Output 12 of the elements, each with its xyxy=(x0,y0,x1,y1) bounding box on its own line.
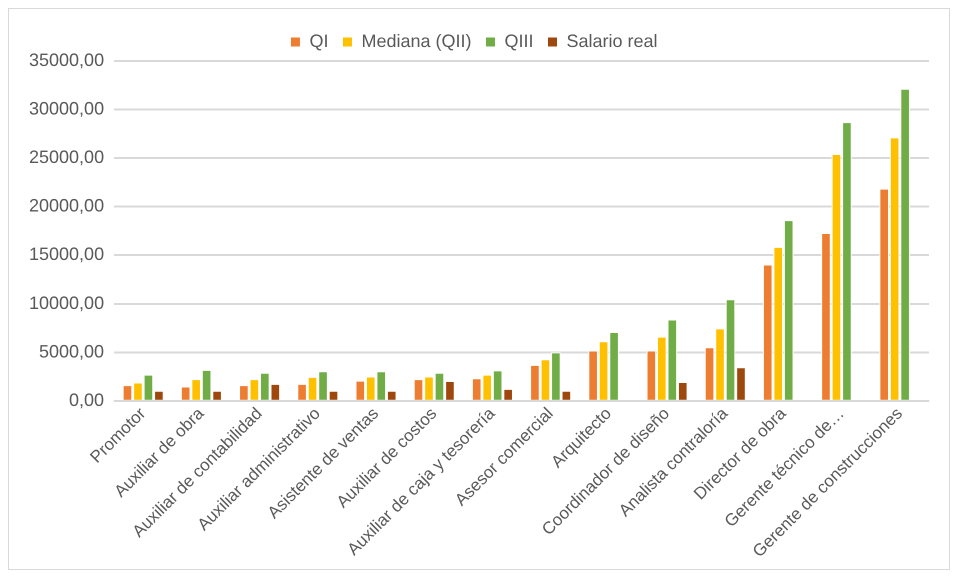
y-tick-label: 35000,00 xyxy=(29,50,104,70)
y-tick-label: 10000,00 xyxy=(29,292,104,313)
legend-label: Salario real xyxy=(566,30,658,51)
legend-label: QIII xyxy=(504,30,534,51)
legend-label: Mediana (QII) xyxy=(361,30,472,51)
y-tick-label: 30000,00 xyxy=(29,98,104,119)
y-tick-label: 15000,00 xyxy=(29,244,104,264)
y-tick-label: 25000,00 xyxy=(29,147,104,168)
legend-label: QI xyxy=(309,30,328,51)
y-tick-label: 20000,00 xyxy=(29,196,104,216)
y-tick-label: 0,00 xyxy=(69,390,104,410)
y-tick-label: 5000,00 xyxy=(39,341,104,362)
